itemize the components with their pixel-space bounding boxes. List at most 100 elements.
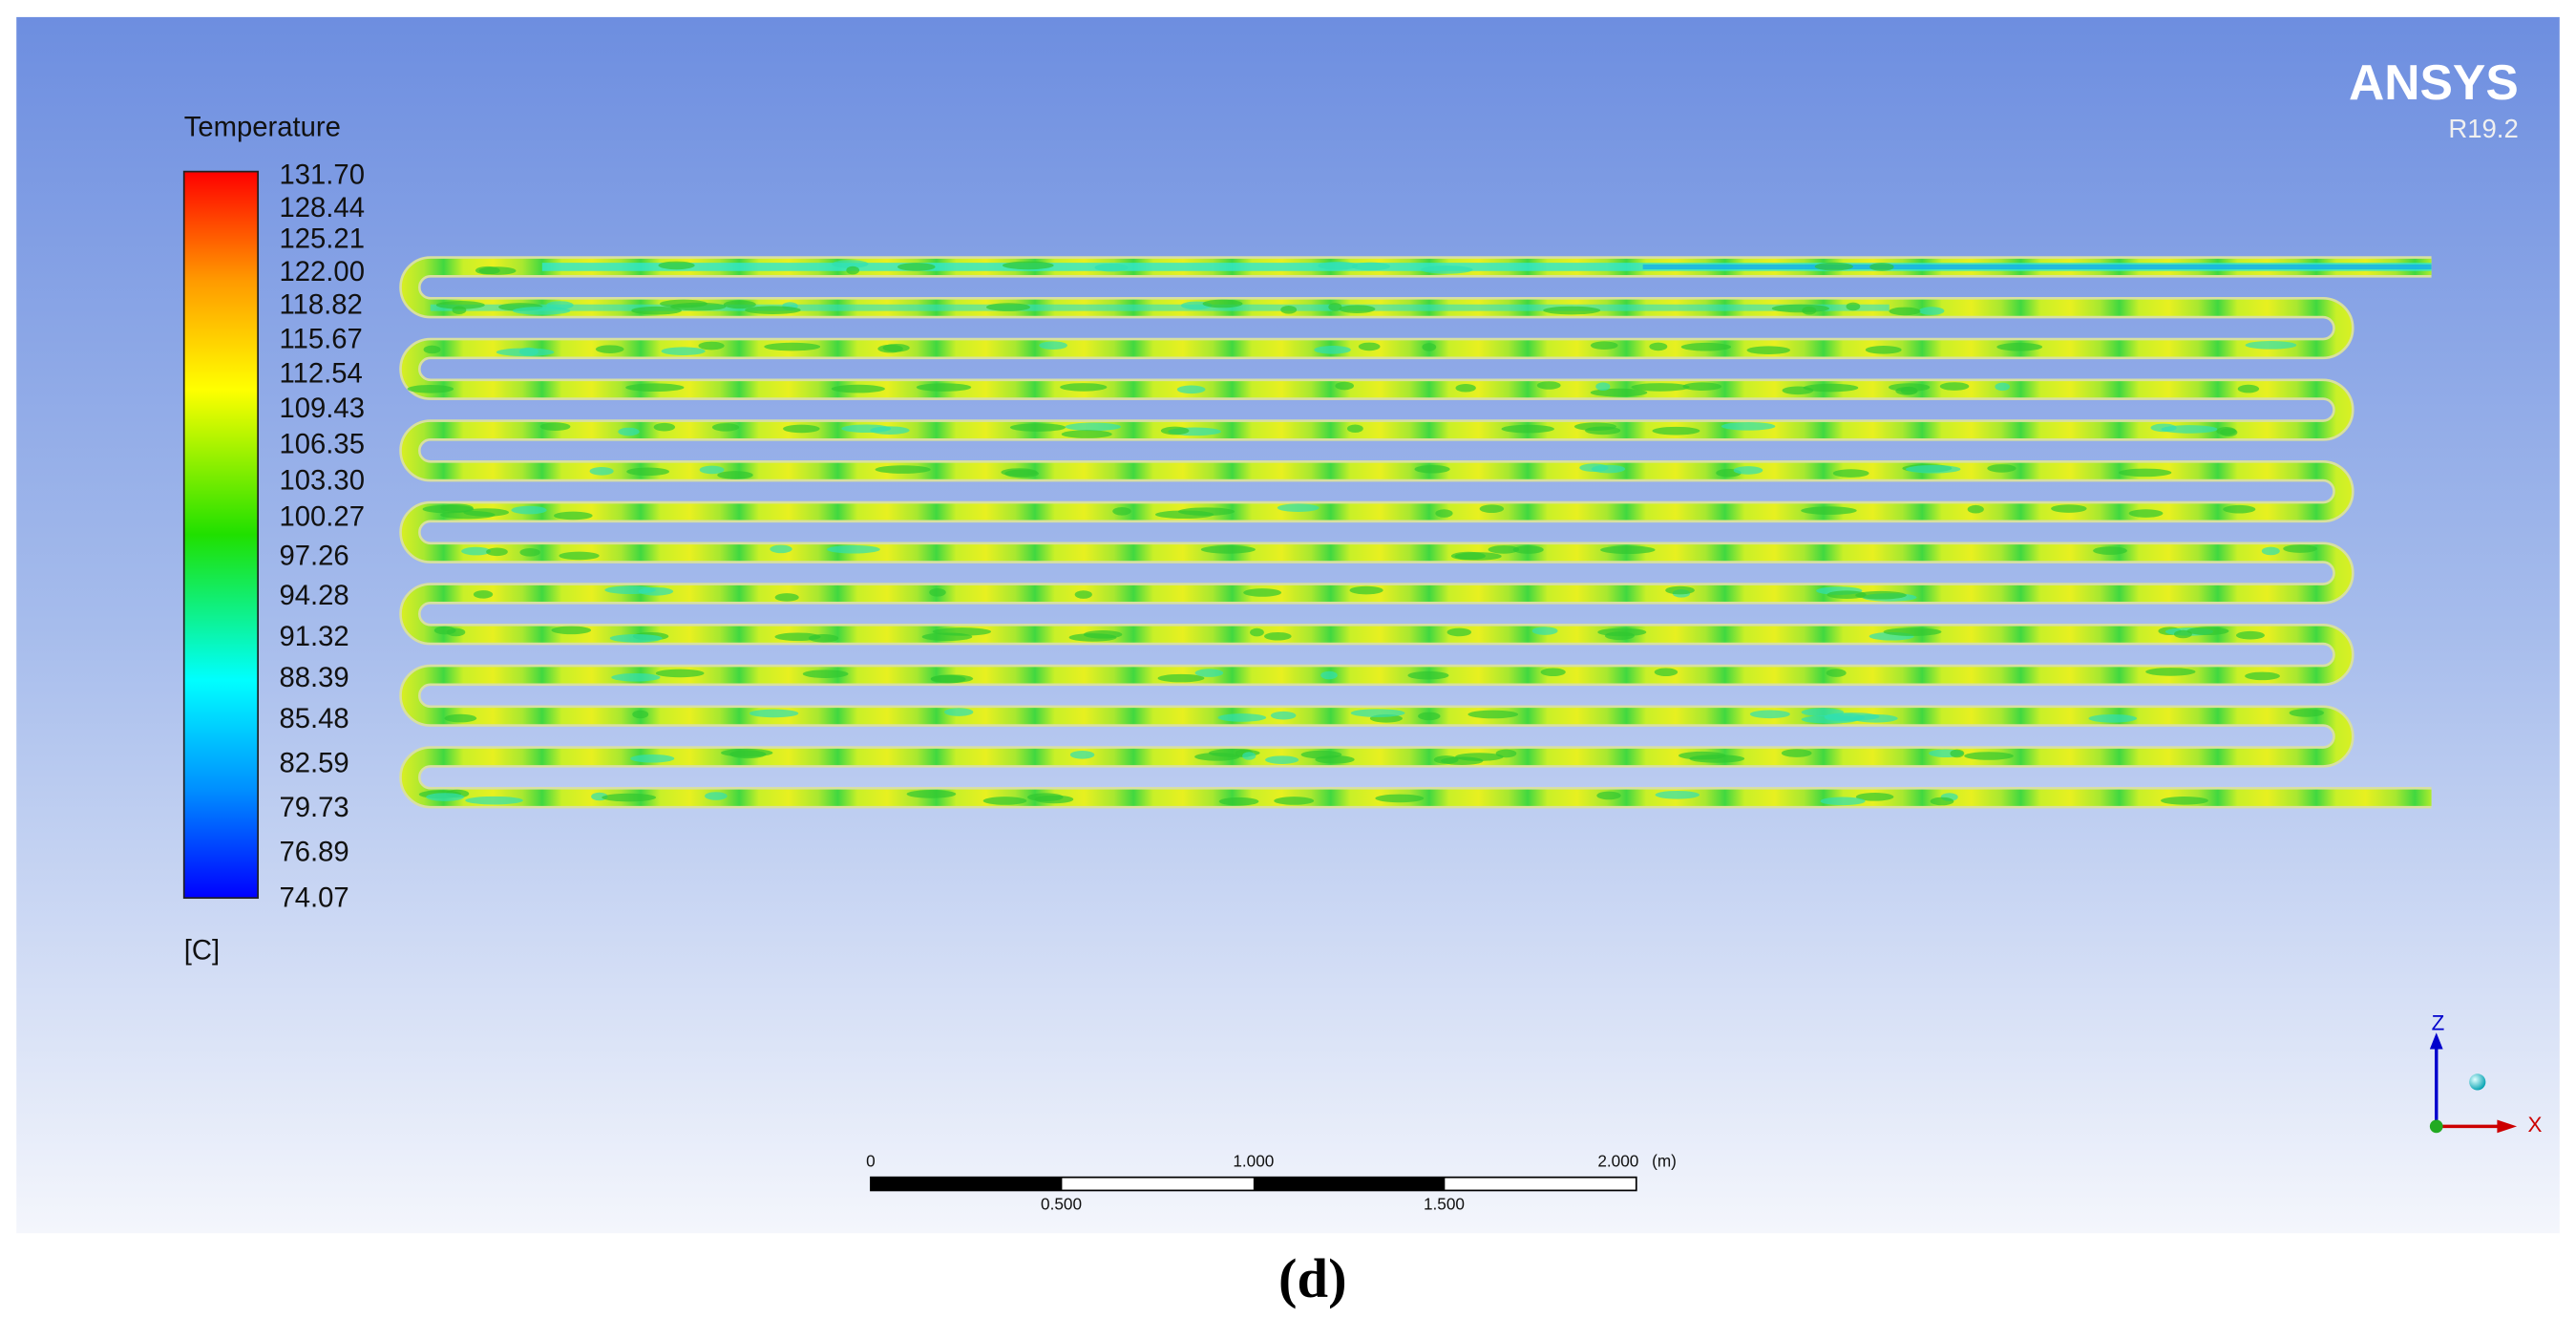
legend-label: 82.59	[280, 749, 349, 779]
contour-blob	[519, 548, 540, 557]
contour-blob	[1585, 426, 1621, 436]
contour-blob	[661, 347, 706, 356]
contour-blob	[2235, 630, 2265, 640]
contour-blob	[1160, 426, 1190, 436]
contour-blob	[1964, 752, 2014, 760]
legend-label: 128.44	[280, 193, 365, 223]
z-label: Z	[2432, 1011, 2445, 1035]
contour-blob	[1590, 388, 1648, 397]
contour-blob	[1595, 382, 1611, 392]
contour-blob	[1154, 510, 1214, 520]
contour-blob	[1112, 506, 1131, 516]
contour-blob	[749, 709, 799, 718]
contour-blob	[1479, 504, 1505, 514]
contour-blob	[1314, 346, 1351, 354]
contour-blob	[1803, 383, 1859, 393]
contour-blob	[846, 266, 860, 275]
contour-blob	[609, 634, 663, 643]
contour-blob	[774, 593, 799, 602]
contour-blob	[770, 544, 792, 554]
contour-blob	[1328, 303, 1342, 311]
contour-blob	[1782, 386, 1814, 395]
contour-blob	[1418, 712, 1441, 721]
legend-label: 79.73	[280, 793, 349, 823]
contour-blob	[1270, 711, 1297, 720]
contour-blob	[1349, 585, 1383, 595]
contour-blob	[1895, 387, 1918, 395]
logo-name: ANSYS	[2349, 54, 2519, 110]
contour-blob	[2088, 713, 2138, 723]
contour-blob	[407, 384, 454, 393]
contour-blob	[1002, 261, 1054, 270]
contour-blob	[808, 634, 839, 643]
x-label: X	[2528, 1113, 2543, 1137]
legend-label: 91.32	[280, 622, 349, 652]
contour-blob	[1939, 382, 1970, 391]
legend-label: 88.39	[280, 663, 349, 693]
legend-label: 125.21	[280, 224, 365, 255]
contour-blob	[704, 792, 728, 800]
contour-blob	[1820, 797, 1866, 806]
contour-blob	[461, 546, 492, 556]
contour-blob	[1846, 302, 1861, 311]
contour-blob	[1652, 426, 1700, 436]
legend-label: 74.07	[280, 883, 349, 914]
caption: (d)	[1278, 1247, 1347, 1309]
legend-label: 106.35	[280, 430, 365, 460]
contour-blob	[1600, 545, 1656, 555]
legend-label: 97.26	[280, 542, 349, 572]
contour-blob	[1320, 670, 1338, 680]
contour-blob	[1655, 790, 1700, 799]
contour-blob	[2289, 709, 2325, 717]
contour-blob	[1250, 627, 1264, 637]
contour-blob	[1358, 342, 1381, 351]
contour-blob	[465, 796, 523, 805]
contour-blob	[1351, 262, 1391, 271]
contour-blob	[1733, 466, 1763, 475]
contour-blob	[1065, 422, 1122, 432]
axis-triad: Z X	[2429, 1011, 2543, 1137]
color-bar	[182, 170, 260, 900]
z-arrow	[2429, 1032, 2443, 1050]
contour-blob	[512, 307, 571, 315]
contour-blob	[539, 422, 571, 431]
contour-blob	[1826, 669, 1847, 677]
scale-unit: (m)	[1652, 1152, 1677, 1171]
contour-blob	[655, 669, 705, 678]
contour-blob	[1536, 381, 1561, 390]
contour-blob	[1414, 464, 1450, 474]
contour-blob	[1194, 669, 1224, 677]
contour-blob	[1350, 709, 1405, 717]
contour-blob	[1781, 749, 1812, 757]
contour-blob	[511, 505, 547, 515]
contour-blob	[1346, 424, 1363, 434]
contour-blob	[897, 263, 936, 271]
legend-unit: [C]	[184, 936, 220, 967]
contour-blob	[2145, 668, 2196, 676]
contour-blob	[1274, 797, 1315, 805]
contour-blob	[2161, 797, 2208, 805]
contour-blob	[2237, 384, 2260, 393]
contour-blob	[1074, 590, 1092, 599]
contour-blob	[982, 797, 1027, 805]
legend-label: 109.43	[280, 393, 365, 424]
contour-blob	[440, 503, 474, 513]
contour-blob	[2261, 546, 2280, 556]
contour-blob	[1421, 266, 1473, 274]
contour-blob	[2186, 627, 2229, 636]
contour-blob	[595, 345, 624, 353]
contour-blob	[985, 303, 1031, 311]
contour-blob	[1746, 346, 1791, 354]
origin	[2429, 1119, 2443, 1134]
contour-blob	[630, 754, 675, 763]
contour-blob	[1315, 755, 1355, 764]
contour-blob	[1217, 713, 1267, 722]
contour-blob	[944, 708, 974, 716]
contour-blob	[1852, 713, 1898, 723]
contour-blob	[1277, 503, 1320, 512]
contour-blob	[1407, 670, 1449, 680]
contour-blob	[1280, 306, 1298, 314]
contour-blob	[802, 670, 849, 678]
